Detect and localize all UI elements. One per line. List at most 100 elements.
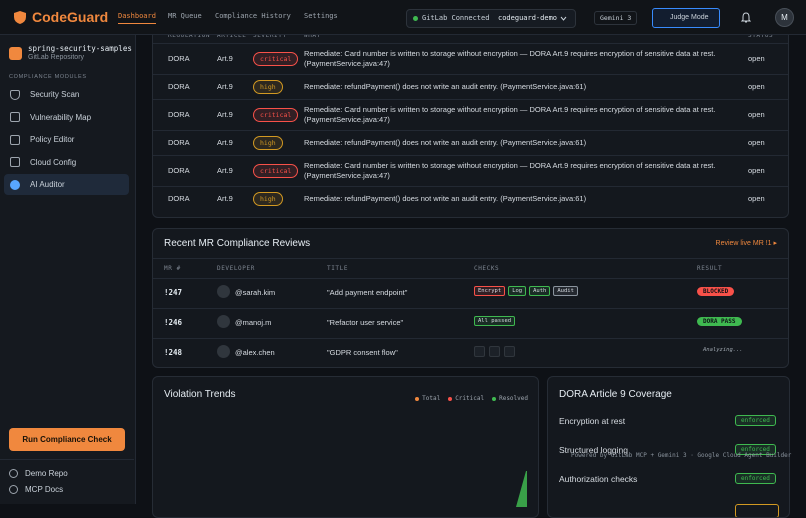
- severity-badge: critical: [253, 52, 299, 66]
- sidebar: spring-security-samples GitLab Repositor…: [0, 35, 136, 504]
- column-header: CHECKS: [474, 265, 500, 272]
- sidebar-item[interactable]: AI Auditor: [4, 174, 129, 195]
- sidebar-item[interactable]: Policy Editor: [4, 129, 129, 150]
- mr-title: "GDPR consent flow": [327, 348, 398, 357]
- model-badge: Gemini 3: [594, 11, 638, 25]
- item-icon: [10, 134, 20, 145]
- item-label: Security Scan: [30, 90, 80, 99]
- finding-row: DORA Art.9 high Remediate: refundPayment() …: [153, 74, 788, 99]
- severity-badge: high: [253, 80, 283, 94]
- chevron: [560, 16, 567, 21]
- cell: Remediate: Card number is written to sto…: [304, 161, 716, 180]
- mr-title: "Add payment endpoint": [327, 288, 408, 297]
- sidebar-link[interactable]: MCP Docs: [9, 485, 63, 494]
- severity-badge: critical: [253, 164, 299, 178]
- cell: Art.9: [217, 54, 233, 63]
- column-header: ARTICLE: [217, 32, 247, 39]
- cell: critical: [253, 52, 304, 66]
- developer-avatar: [217, 345, 230, 358]
- link-label: Demo Repo: [25, 469, 68, 478]
- legend-item: Critical: [448, 395, 484, 402]
- avatar[interactable]: M: [775, 8, 794, 27]
- findings-body: DORA Art.9 critical Remediate: Card number …: [153, 43, 788, 211]
- nav-link[interactable]: Dashboard: [118, 12, 156, 24]
- item-icon: [10, 89, 20, 100]
- nav-link[interactable]: Settings: [304, 12, 338, 20]
- reviews-card: Recent MR Compliance Reviews Review live…: [152, 228, 789, 368]
- page: REGULATION ARTICLE SEVERITY WHAT STATUS DORA A…: [0, 8, 806, 518]
- link-icon: [9, 485, 18, 494]
- check-chip: Audit: [553, 286, 578, 296]
- row-rule: [153, 308, 788, 309]
- coverage-title: DORA Article 9 Coverage: [559, 389, 672, 400]
- logo-icon: [14, 11, 26, 24]
- sidebar-item[interactable]: Vulnerability Map: [4, 107, 129, 128]
- cell: Remediate: Card number is written to sto…: [304, 105, 716, 124]
- trends-card: Violation Trends Total Critical Resolved: [152, 376, 539, 518]
- bell-icon[interactable]: [741, 12, 751, 23]
- judge-mode-button[interactable]: Judge Mode: [652, 8, 720, 28]
- cell: critical: [253, 164, 304, 178]
- cell: DORA: [168, 110, 190, 119]
- cell: Remediate: Card number is written to sto…: [304, 49, 716, 68]
- cell: high: [253, 80, 304, 94]
- coverage-card: DORA Article 9 Coverage Encryption at re…: [547, 376, 790, 518]
- sidebar-item[interactable]: Security Scan: [4, 84, 129, 105]
- column-header: REGULATION: [168, 32, 211, 39]
- section-label: COMPLIANCE MODULES: [9, 74, 87, 80]
- developer: @manoj.m: [235, 318, 272, 327]
- mr-number: !247: [164, 288, 183, 297]
- finding-row: DORA Art.9 high Remediate: refundPayment() …: [153, 186, 788, 211]
- repo-icon: [9, 47, 22, 60]
- checks: [474, 346, 519, 357]
- finding-row: DORA Art.9 critical Remediate: Card number …: [153, 43, 788, 74]
- item-label: Policy Editor: [30, 135, 75, 144]
- nav-link[interactable]: MR Queue: [168, 12, 202, 20]
- cell: open: [748, 110, 765, 119]
- cell: high: [253, 192, 304, 206]
- item-icon: [10, 157, 20, 167]
- control-name: Authorization checks: [559, 474, 638, 484]
- repo-name: spring-security-samples: [28, 44, 132, 53]
- control-name: Structured logging: [559, 445, 628, 455]
- legend-item: Total: [415, 395, 440, 402]
- legend-swatch: [415, 396, 420, 401]
- nav-link[interactable]: Compliance History: [215, 12, 291, 20]
- sidebar-item[interactable]: Cloud Config: [4, 152, 129, 173]
- cell: Remediate: refundPayment() does not writ…: [304, 194, 587, 203]
- row-rule: [153, 338, 788, 339]
- legend-label: Resolved: [499, 395, 528, 402]
- divider: [0, 459, 134, 460]
- item-label: AI Auditor: [30, 180, 65, 189]
- column-header: MR #: [164, 265, 181, 272]
- column-header: DEVELOPER: [217, 265, 255, 272]
- row-rule: [153, 278, 788, 279]
- mr-number: !246: [164, 318, 183, 327]
- result: Analyzing...: [703, 347, 743, 353]
- status-dot: [413, 16, 418, 21]
- link-icon: [9, 469, 18, 478]
- cell: Art.9: [217, 110, 233, 119]
- column-header: STATUS: [748, 32, 774, 39]
- cell: DORA: [168, 54, 190, 63]
- brand: CodeGuard: [32, 9, 109, 25]
- trend-area-edge: [516, 471, 527, 507]
- column-header: RESULT: [697, 265, 723, 272]
- developer-avatar: [217, 285, 230, 298]
- findings-card: REGULATION ARTICLE SEVERITY WHAT STATUS DORA A…: [152, 22, 789, 218]
- item-label: Vulnerability Map: [30, 112, 92, 122]
- item-icon: [10, 112, 20, 122]
- check-chip: Encrypt: [474, 286, 506, 296]
- cell: DORA: [168, 194, 190, 203]
- trends-title: Violation Trends: [164, 389, 236, 400]
- cell: DORA: [168, 138, 190, 147]
- sidebar-link[interactable]: Demo Repo: [9, 469, 68, 478]
- run-check-button[interactable]: Run Compliance Check: [9, 428, 125, 451]
- review-live-link[interactable]: Review live MR !1 ▸: [715, 240, 777, 247]
- connection-pill[interactable]: GitLab Connected codeguard-demo: [406, 9, 576, 28]
- developer: @alex.chen: [235, 348, 275, 357]
- column-header: TITLE: [327, 265, 349, 272]
- partial-badge: [735, 504, 779, 517]
- cell: Remediate: refundPayment() does not writ…: [304, 82, 587, 91]
- project-select: codeguard-demo: [498, 14, 558, 22]
